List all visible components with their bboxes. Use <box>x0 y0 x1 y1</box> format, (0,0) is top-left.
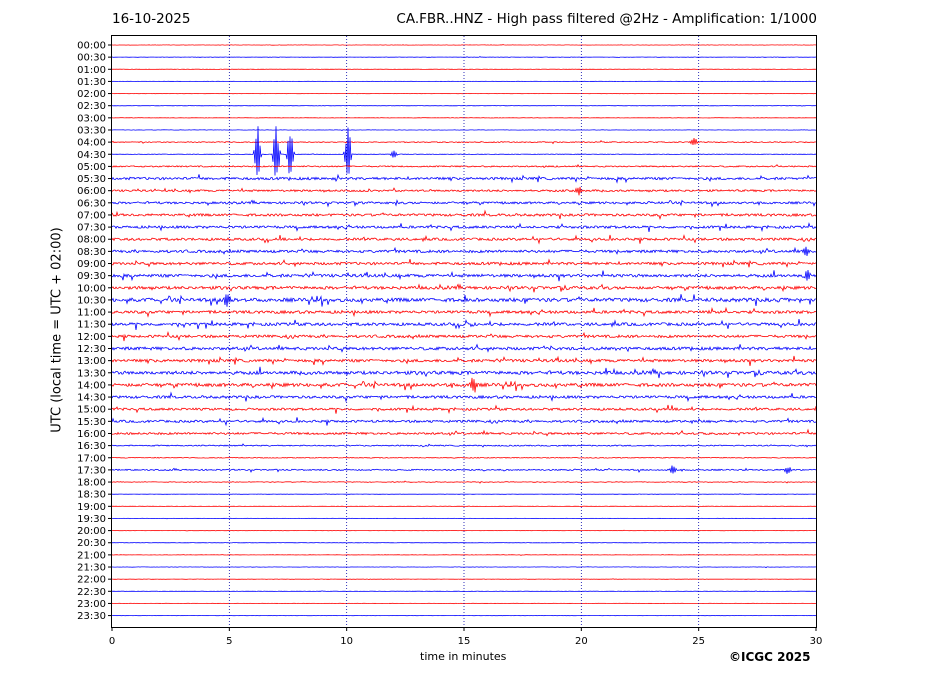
x-tick-label: 20 <box>575 636 588 647</box>
x-tick-label: 30 <box>810 636 823 647</box>
trace-row-1530 <box>111 416 817 427</box>
y-tick-label: 05:00 <box>77 162 106 173</box>
trace-row-0430 <box>112 126 817 176</box>
y-tick-label: 05:30 <box>77 174 106 185</box>
y-tick-label: 09:30 <box>77 271 106 282</box>
y-tick-label: 03:00 <box>77 113 106 124</box>
y-tick-label: 01:30 <box>77 77 106 88</box>
y-tick-label: 09:00 <box>77 259 106 270</box>
y-tick-label: 18:30 <box>77 490 106 501</box>
y-tick-label: 15:00 <box>77 405 106 416</box>
trace-row-0900 <box>111 258 817 268</box>
y-tick-label: 19:30 <box>77 514 106 525</box>
y-tick-label: 16:00 <box>77 429 106 440</box>
trace-row-0530 <box>111 173 817 184</box>
y-tick-label: 10:30 <box>77 295 106 306</box>
y-tick-label: 19:00 <box>77 502 106 513</box>
y-tick-label: 02:00 <box>77 89 106 100</box>
trace-row-0730 <box>111 222 817 233</box>
y-tick-label: 22:30 <box>77 587 106 598</box>
y-tick-label: 21:00 <box>77 550 106 561</box>
y-tick-label: 18:00 <box>77 478 106 489</box>
y-tick-label: 11:30 <box>77 320 106 331</box>
trace-row-1700 <box>111 456 817 459</box>
y-tick-label: 17:00 <box>77 453 106 464</box>
y-tick-label: 00:30 <box>77 53 106 64</box>
y-tick-label: 15:30 <box>77 417 106 428</box>
y-tick-label: 23:30 <box>77 611 106 622</box>
date-label: 16-10-2025 <box>112 11 191 27</box>
x-axis-label: time in minutes <box>420 650 507 663</box>
y-tick-label: 08:30 <box>77 247 106 258</box>
y-tick-label: 03:30 <box>77 125 106 136</box>
copyright-label: ©ICGC 2025 <box>729 650 811 664</box>
y-tick-label: 07:30 <box>77 223 106 234</box>
x-tick-label: 0 <box>109 636 115 647</box>
trace-row-2100 <box>111 554 817 556</box>
y-axis-label: UTC (local time = UTC + 02:00) <box>49 227 65 433</box>
trace-row-0830 <box>111 246 817 257</box>
y-tick-label: 23:00 <box>77 599 106 610</box>
y-tick-label: 13:30 <box>77 368 106 379</box>
y-tick-label: 21:30 <box>77 563 106 574</box>
y-tick-label: 02:30 <box>77 101 106 112</box>
y-tick-label: 14:00 <box>77 380 106 391</box>
x-tick-label: 15 <box>458 636 471 647</box>
trace-row-1730 <box>111 465 817 474</box>
y-tick-label: 04:00 <box>77 138 106 149</box>
trace-row-1930 <box>112 517 817 520</box>
trace-row-0600 <box>111 186 817 196</box>
trace-row-1900 <box>111 505 817 507</box>
y-tick-label: 20:00 <box>77 526 106 537</box>
y-tick-label: 06:30 <box>77 198 106 209</box>
y-tick-label: 08:00 <box>77 235 106 246</box>
trace-row-0630 <box>111 199 817 208</box>
y-tick-label: 12:00 <box>77 332 106 343</box>
trace-row-1600 <box>111 428 817 437</box>
x-axis-ticks: 0 5 10 15 20 25 30 <box>109 627 823 647</box>
y-tick-label: 10:00 <box>77 283 106 294</box>
y-tick-label: 12:30 <box>77 344 106 355</box>
minute-grid <box>228 36 700 627</box>
trace-row-0800 <box>111 234 817 245</box>
y-tick-label: 00:00 <box>77 41 106 52</box>
x-tick-label: 25 <box>692 636 705 647</box>
trace-row-0500 <box>111 163 817 169</box>
y-tick-label: 16:30 <box>77 441 106 452</box>
y-tick-label: 13:00 <box>77 356 106 367</box>
trace-row-2000 <box>111 529 816 532</box>
y-tick-label: 01:00 <box>77 65 106 76</box>
trace-row-0700 <box>111 209 817 221</box>
y-tick-label: 07:00 <box>77 210 106 221</box>
x-tick-label: 5 <box>226 636 232 647</box>
trace-row-1800 <box>111 480 817 484</box>
trace-row-1630 <box>112 443 817 448</box>
chart-title: CA.FBR..HNZ - High pass filtered @2Hz - … <box>396 11 817 27</box>
y-axis-ticks: 00:0000:3001:0001:3002:0002:3003:0003:30… <box>77 41 112 622</box>
trace-row-1500 <box>111 404 817 414</box>
y-tick-label: 14:30 <box>77 393 106 404</box>
y-tick-label: 04:30 <box>77 150 106 161</box>
plot-frame <box>111 35 817 628</box>
y-tick-label: 11:00 <box>77 308 106 319</box>
trace-row-1830 <box>112 493 816 495</box>
y-tick-label: 06:00 <box>77 186 106 197</box>
x-tick-label: 10 <box>340 636 353 647</box>
y-tick-label: 20:30 <box>77 538 106 549</box>
y-tick-label: 17:30 <box>77 465 106 476</box>
y-tick-label: 22:00 <box>77 575 106 586</box>
trace-row-1430 <box>111 391 817 403</box>
